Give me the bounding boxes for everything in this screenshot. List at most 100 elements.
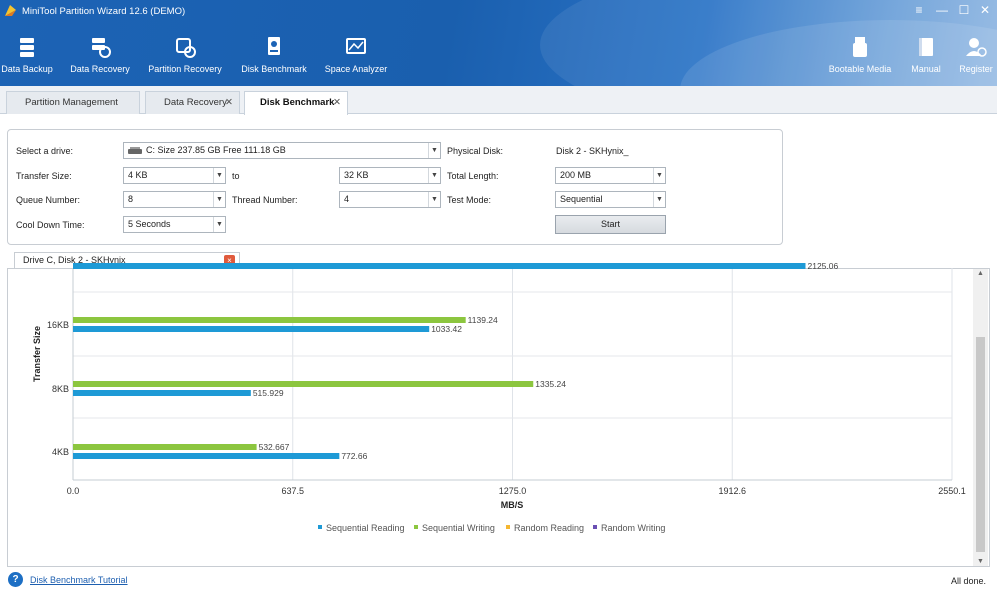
queue-number-select[interactable]: 8 ▼ <box>123 191 226 208</box>
select-value: 4 KB <box>128 170 148 180</box>
select-value: 5 Seconds <box>128 219 171 229</box>
toolbar-label: Register <box>959 64 993 74</box>
toolbar-label: Disk Benchmark <box>241 64 307 74</box>
vertical-scrollbar[interactable]: ▲ ▼ <box>973 269 988 566</box>
legend-swatch <box>506 525 510 529</box>
toolbar-data-recovery[interactable]: Data Recovery <box>70 36 130 74</box>
chevron-down-icon: ▼ <box>213 217 225 232</box>
title-toolbar-area: MiniTool Partition Wizard 12.6 (DEMO) ≡ … <box>0 0 997 86</box>
x-tick-label: 1275.0 <box>499 486 527 496</box>
transfer-size-label: Transfer Size: <box>16 171 72 181</box>
toolbar-label: Manual <box>911 64 941 74</box>
disk-benchmark-icon <box>268 37 280 55</box>
toolbar-manual[interactable]: Manual <box>908 36 944 74</box>
data-label: 1139.24 <box>468 315 498 325</box>
toolbar-bootable-media[interactable]: Bootable Media <box>826 36 894 74</box>
transfer-size-from-select[interactable]: 4 KB ▼ <box>123 167 226 184</box>
bar <box>73 390 251 396</box>
maximize-button[interactable]: ☐ <box>958 3 970 17</box>
x-tick-label: 0.0 <box>67 486 80 496</box>
window-title: MiniTool Partition Wizard 12.6 (DEMO) <box>22 6 186 17</box>
help-icon[interactable]: ? <box>8 572 23 587</box>
minimize-button[interactable]: — <box>936 3 948 17</box>
tutorial-link[interactable]: Disk Benchmark Tutorial <box>30 575 128 585</box>
total-length-label: Total Length: <box>447 171 499 181</box>
close-tab-icon[interactable]: ✕ <box>225 97 233 108</box>
close-window-button[interactable]: ✕ <box>979 3 991 17</box>
bar <box>73 263 806 269</box>
select-value: 8 <box>128 194 134 204</box>
chevron-down-icon: ▼ <box>213 168 225 183</box>
select-value: 32 KB <box>344 170 369 180</box>
close-tab-icon[interactable]: ✕ <box>333 97 341 108</box>
total-length-select[interactable]: 200 MB ▼ <box>555 167 666 184</box>
app-logo-icon <box>5 5 16 16</box>
chevron-down-icon: ▼ <box>428 168 440 183</box>
tab-label: Data Recovery <box>164 97 227 108</box>
main-tab-strip: Partition Management Data Recovery ✕ Dis… <box>0 86 997 115</box>
select-value: 4 <box>344 194 350 204</box>
manual-icon <box>919 38 933 56</box>
y-axis-title: Transfer Size <box>32 326 42 382</box>
close-icon[interactable]: × <box>224 255 235 266</box>
status-text: All done. <box>951 576 987 586</box>
start-button[interactable]: Start <box>555 215 666 234</box>
x-tick-label: 637.5 <box>281 486 304 496</box>
to-label: to <box>232 171 240 181</box>
data-label: 515.929 <box>253 388 284 398</box>
menu-icon[interactable]: ≡ <box>915 3 923 17</box>
scroll-down-icon[interactable]: ▼ <box>977 558 984 565</box>
toolbar-label: Data Backup <box>1 64 53 74</box>
partition-recovery-icon <box>176 38 196 58</box>
bar <box>73 453 340 459</box>
physical-disk-value: Disk 2 - SKHynix_ <box>556 146 629 156</box>
chevron-down-icon: ▼ <box>653 168 665 183</box>
bar <box>73 381 534 387</box>
toolbar-data-backup[interactable]: Data Backup <box>0 36 54 74</box>
scrollbar-thumb[interactable] <box>976 337 985 552</box>
chevron-down-icon: ▼ <box>653 192 665 207</box>
toolbar-label: Data Recovery <box>70 64 130 74</box>
bar <box>73 444 257 450</box>
queue-number-label: Queue Number: <box>16 195 81 205</box>
space-analyzer-icon <box>346 38 366 54</box>
data-recovery-icon <box>92 38 111 58</box>
thread-number-label: Thread Number: <box>232 195 298 205</box>
tab-data-recovery[interactable]: Data Recovery ✕ <box>145 91 240 114</box>
y-tick-label: 8KB <box>52 384 69 394</box>
toolbar-disk-benchmark[interactable]: Disk Benchmark <box>240 36 308 74</box>
select-value: Sequential <box>560 194 603 204</box>
scroll-up-icon[interactable]: ▲ <box>977 270 984 277</box>
tab-label: Disk Benchmark <box>260 97 335 108</box>
data-label: 2125.06 <box>807 261 838 271</box>
toolbar-partition-recovery[interactable]: Partition Recovery <box>146 36 224 74</box>
toolbar-label: Partition Recovery <box>148 64 222 74</box>
transfer-size-to-select[interactable]: 32 KB ▼ <box>339 167 441 184</box>
cool-down-select[interactable]: 5 Seconds ▼ <box>123 216 226 233</box>
x-tick-label: 2550.1 <box>938 486 966 496</box>
test-mode-select[interactable]: Sequential ▼ <box>555 191 666 208</box>
chevron-down-icon: ▼ <box>213 192 225 207</box>
register-icon <box>966 38 987 57</box>
drive-select[interactable]: C: Size 237.85 GB Free 111.18 GB ▼ <box>123 142 441 159</box>
thread-number-select[interactable]: 4 ▼ <box>339 191 441 208</box>
test-mode-label: Test Mode: <box>447 195 492 205</box>
bootable-media-icon <box>853 37 867 57</box>
toolbar-space-analyzer[interactable]: Space Analyzer <box>324 36 388 74</box>
select-value: 200 MB <box>560 170 592 180</box>
select-drive-label: Select a drive: <box>16 146 74 156</box>
x-tick-label: 1912.6 <box>718 486 746 496</box>
tab-partition-management[interactable]: Partition Management <box>6 91 140 114</box>
chevron-down-icon: ▼ <box>428 143 440 158</box>
y-tick-label: 16KB <box>47 320 69 330</box>
toolbar-label: Bootable Media <box>828 64 892 74</box>
legend-label: Sequential Writing <box>422 523 495 533</box>
drive-select-value: C: Size 237.85 GB Free 111.18 GB <box>146 145 286 155</box>
legend-swatch <box>414 525 418 529</box>
toolbar-register[interactable]: Register <box>955 36 997 74</box>
chevron-down-icon: ▼ <box>428 192 440 207</box>
tab-disk-benchmark[interactable]: Disk Benchmark ✕ <box>244 91 348 115</box>
legend-swatch <box>318 525 322 529</box>
legend-label: Sequential Reading <box>326 523 405 533</box>
physical-disk-label: Physical Disk: <box>447 146 504 156</box>
